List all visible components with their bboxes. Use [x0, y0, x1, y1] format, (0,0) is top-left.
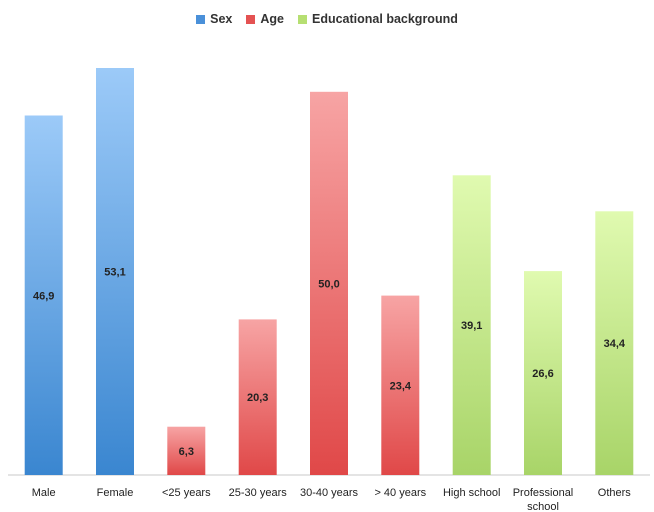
bar-5 [381, 295, 420, 475]
category-label-5: > 40 years [374, 487, 426, 499]
category-label-0: Male [32, 487, 56, 499]
bar-2 [167, 426, 206, 475]
chart-legend: Sex Age Educational background [0, 12, 654, 26]
bar-1 [96, 68, 134, 475]
bar-value-label-5: 23,4 [390, 380, 412, 392]
category-label-line-5-0: > 40 years [374, 487, 426, 499]
category-label-line-4-0: 30-40 years [300, 487, 359, 499]
legend-item-education: Educational background [298, 12, 458, 26]
legend-label-education: Educational background [312, 12, 458, 26]
bar-value-label-0: 46,9 [33, 290, 54, 302]
legend-swatch-age [246, 14, 256, 24]
legend-label-sex: Sex [210, 12, 233, 26]
category-label-6: High school [443, 487, 500, 499]
bar-8 [595, 211, 634, 476]
category-label-3: 25-30 years [229, 487, 288, 499]
category-label-1: Female [97, 487, 134, 499]
bar-value-label-6: 39,1 [461, 320, 482, 332]
category-label-line-7-0: Professional [513, 487, 574, 499]
bar-labels-group: 46,9 53,1 6,3 20,3 50,0 23,4 39,1 26,6 34,4 [33, 267, 626, 458]
category-label-7: Professional school [513, 487, 574, 512]
bar-4 [310, 91, 348, 476]
bar-value-label-3: 20,3 [247, 392, 268, 404]
bars-group [24, 68, 634, 476]
bar-6 [452, 175, 491, 476]
legend-swatch-sex [196, 14, 206, 24]
bar-value-label-2: 6,3 [179, 446, 194, 458]
category-label-line-8-0: Others [598, 487, 632, 499]
category-label-line-0-0: Male [32, 487, 56, 499]
category-label-8: Others [598, 487, 632, 499]
category-label-line-7-1: school [527, 501, 559, 512]
bar-0 [24, 115, 63, 475]
legend-item-age: Age [246, 12, 284, 26]
category-label-4: 30-40 years [300, 487, 359, 499]
legend-item-sex: Sex [196, 12, 232, 26]
category-label-2: <25 years [162, 487, 211, 499]
bar-3 [238, 319, 277, 475]
legend-swatch-education [298, 14, 307, 24]
bar-value-label-1: 53,1 [104, 267, 125, 279]
category-label-line-2-0: <25 years [162, 487, 211, 499]
bar-value-label-8: 34,4 [604, 338, 626, 350]
category-labels-group: Male Female <25 years 25-30 years 30-40 year… [32, 487, 632, 512]
bar-7 [524, 271, 562, 475]
category-label-line-6-0: High school [443, 487, 500, 499]
bar-value-label-7: 26,6 [532, 368, 553, 380]
bar-value-label-4: 50,0 [318, 278, 339, 290]
category-label-line-1-0: Female [97, 487, 134, 499]
category-label-line-3-0: 25-30 years [229, 487, 288, 499]
legend-label-age: Age [260, 12, 284, 26]
